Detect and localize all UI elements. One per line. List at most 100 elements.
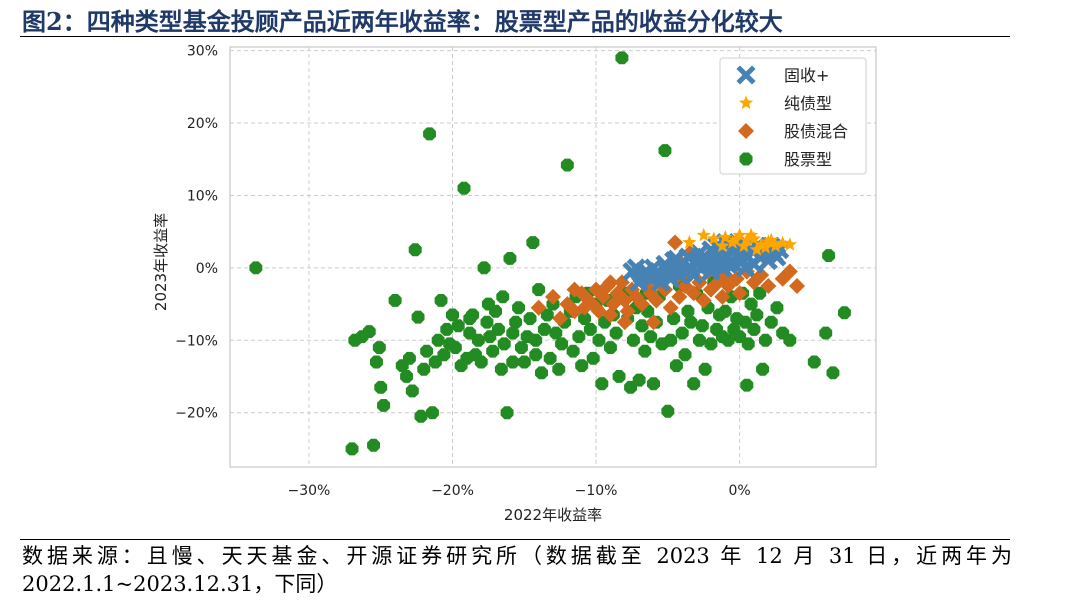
data-point (685, 285, 702, 302)
data-point (615, 51, 629, 65)
data-point (552, 310, 569, 327)
data-point (732, 227, 747, 242)
legend-label: 纯债型 (784, 94, 832, 113)
data-point (704, 337, 718, 351)
data-point (687, 377, 701, 391)
title-rule (20, 36, 1010, 37)
data-point (645, 314, 662, 331)
data-point (728, 232, 743, 247)
data-point (822, 249, 836, 262)
data-point (744, 297, 758, 311)
data-point (638, 344, 652, 358)
data-point (648, 292, 665, 309)
data-point (695, 292, 712, 309)
data-point (731, 285, 748, 302)
data-point (512, 301, 525, 315)
data-point (782, 237, 797, 251)
data-point (492, 322, 505, 336)
data-point (698, 362, 712, 376)
data-point (437, 348, 451, 362)
data-point (530, 299, 547, 316)
data-point (819, 326, 833, 340)
data-point (689, 252, 709, 272)
legend-box (719, 57, 867, 175)
data-point (575, 359, 589, 373)
data-point (517, 355, 531, 369)
data-point (543, 351, 557, 365)
y-tick-label: 20% (187, 116, 218, 132)
data-point (718, 254, 738, 274)
data-point (431, 333, 445, 347)
data-point (388, 294, 402, 307)
data-point (667, 312, 681, 325)
data-point (647, 377, 660, 391)
data-point (428, 355, 442, 369)
data-point (826, 366, 840, 380)
data-point (718, 229, 733, 244)
legend-label: 固收+ (784, 66, 829, 85)
data-point (756, 362, 770, 376)
data-point (555, 337, 569, 351)
data-point (695, 319, 709, 333)
data-point (706, 231, 721, 245)
y-tick-label: −10% (175, 333, 218, 349)
data-point (425, 406, 439, 420)
data-point (483, 330, 497, 344)
data-point (529, 348, 543, 362)
data-point (545, 288, 561, 305)
data-point (403, 351, 416, 365)
data-point (661, 404, 675, 418)
data-point (733, 330, 747, 344)
data-point (566, 344, 580, 358)
data-point (675, 326, 689, 340)
data-point (670, 359, 683, 373)
data-point (471, 333, 485, 347)
data-point (588, 299, 605, 316)
data-point (744, 227, 759, 242)
data-point (664, 333, 678, 347)
data-point (741, 337, 755, 351)
data-point (838, 306, 851, 320)
data-point (739, 232, 754, 247)
y-tick-label: 0% (196, 261, 218, 277)
data-point (715, 238, 730, 253)
data-point (448, 341, 462, 354)
data-point (506, 355, 520, 369)
data-point (671, 288, 688, 305)
data-point (718, 304, 732, 318)
figure-title: 图2：四种类型基金投顾产品近两年收益率：股票型产品的收益分化较大 (22, 7, 783, 36)
data-point (667, 234, 684, 251)
data-points (249, 51, 851, 456)
data-point (750, 308, 764, 322)
x-tick-label: −10% (575, 483, 618, 499)
series-2 (530, 234, 806, 331)
data-point (768, 238, 783, 253)
data-point (775, 235, 790, 250)
data-point (764, 232, 779, 247)
data-point (532, 283, 546, 297)
data-point (634, 296, 651, 313)
legend-marker (739, 152, 753, 166)
data-point (506, 326, 520, 340)
data-point (440, 322, 454, 336)
data-point (693, 333, 706, 347)
source-line-1: 数据来源：且慢、天天基金、开源证券研究所（数据截至 2023 年 12 月 31… (22, 544, 1012, 568)
data-point (754, 237, 769, 251)
data-point (764, 315, 778, 329)
data-point (747, 322, 761, 336)
data-point (758, 240, 773, 254)
data-point (635, 319, 649, 333)
y-tick-label: 10% (187, 188, 218, 204)
data-point (496, 290, 510, 304)
data-point (632, 373, 646, 387)
data-point (612, 370, 626, 383)
data-point (583, 322, 597, 336)
data-point (753, 286, 767, 300)
data-point (696, 227, 711, 242)
y-tick-label: 30% (187, 44, 218, 60)
data-point (626, 333, 640, 347)
legend-marker (738, 123, 754, 139)
data-point (666, 249, 686, 269)
data-point (367, 438, 380, 452)
